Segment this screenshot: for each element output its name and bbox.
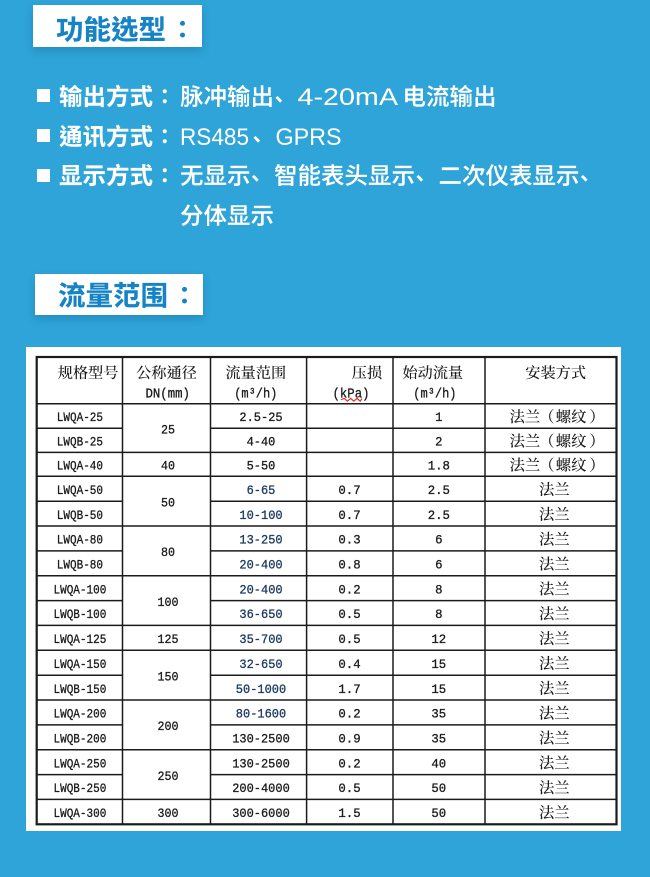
svg-text:8: 8 — [435, 607, 442, 622]
svg-text:5-50: 5-50 — [246, 459, 275, 474]
svg-text:0.7: 0.7 — [338, 508, 360, 523]
svg-text:35: 35 — [431, 732, 446, 747]
svg-text:100: 100 — [157, 595, 178, 610]
svg-text:125: 125 — [157, 632, 178, 647]
svg-text:80: 80 — [161, 545, 175, 560]
svg-text:130-2500: 130-2500 — [232, 756, 290, 771]
svg-text:0.4: 0.4 — [338, 657, 360, 672]
svg-text:0.2: 0.2 — [338, 756, 360, 771]
svg-text:0.2: 0.2 — [338, 582, 360, 597]
svg-text:LWQA-300: LWQA-300 — [53, 806, 106, 821]
svg-text:300-6000: 300-6000 — [232, 806, 290, 821]
svg-text:32-650: 32-650 — [239, 657, 282, 672]
svg-text:20-400: 20-400 — [239, 558, 282, 573]
svg-text:GPRS: GPRS — [275, 124, 341, 151]
svg-text:0.5: 0.5 — [338, 781, 360, 796]
svg-text:1: 1 — [435, 410, 443, 425]
svg-text:4-20mA: 4-20mA — [298, 84, 399, 111]
svg-text:50: 50 — [431, 806, 446, 821]
svg-text:LWQA-125: LWQA-125 — [53, 632, 106, 647]
svg-text:12: 12 — [431, 632, 446, 647]
svg-text:LWQB-25: LWQB-25 — [56, 435, 102, 450]
svg-text:LWQB-200: LWQB-200 — [53, 732, 106, 747]
svg-text:20-400: 20-400 — [239, 582, 282, 597]
svg-text:0.3: 0.3 — [338, 533, 360, 548]
svg-text:LWQA-250: LWQA-250 — [53, 756, 106, 771]
svg-text:DN(mm): DN(mm) — [145, 387, 189, 403]
svg-text:15: 15 — [431, 657, 446, 672]
svg-text:(m³/h): (m³/h) — [234, 387, 277, 403]
svg-text:40: 40 — [431, 756, 446, 771]
svg-text:RS485: RS485 — [180, 124, 249, 151]
svg-text:50: 50 — [431, 781, 446, 796]
svg-text:250: 250 — [157, 769, 178, 784]
svg-text:LWQB-100: LWQB-100 — [53, 607, 106, 622]
svg-text:40: 40 — [161, 459, 175, 474]
svg-text:35: 35 — [431, 707, 446, 722]
svg-text:0.5: 0.5 — [338, 607, 360, 622]
svg-text:8: 8 — [435, 582, 442, 597]
svg-text:LWQA-80: LWQA-80 — [56, 533, 102, 548]
svg-text:1.5: 1.5 — [338, 806, 360, 821]
svg-text:6: 6 — [435, 533, 442, 548]
svg-text:LWQA-40: LWQA-40 — [56, 459, 102, 474]
svg-text:4-40: 4-40 — [246, 435, 275, 450]
svg-text:10-100: 10-100 — [239, 508, 282, 523]
svg-text:(kPa): (kPa) — [332, 387, 369, 403]
svg-text:0.9: 0.9 — [338, 732, 360, 747]
svg-text:LWQB-150: LWQB-150 — [53, 682, 106, 697]
svg-text:150: 150 — [157, 669, 178, 684]
svg-text:6: 6 — [435, 558, 442, 573]
svg-text:LWQB-80: LWQB-80 — [56, 558, 102, 573]
svg-text:13-250: 13-250 — [239, 533, 282, 548]
svg-text:LWQA-25: LWQA-25 — [56, 410, 102, 425]
svg-text:200-4000: 200-4000 — [232, 781, 290, 796]
svg-text:0.8: 0.8 — [338, 558, 360, 573]
svg-text:300: 300 — [157, 806, 178, 821]
svg-text:15: 15 — [431, 682, 446, 697]
svg-text:1.8: 1.8 — [427, 459, 449, 474]
svg-text:0.5: 0.5 — [338, 632, 360, 647]
svg-text:LWQA-150: LWQA-150 — [53, 657, 106, 672]
svg-text:LWQA-100: LWQA-100 — [53, 582, 106, 597]
svg-text:2.5: 2.5 — [427, 483, 449, 498]
svg-text:LWQB-250: LWQB-250 — [53, 781, 106, 796]
svg-text:2: 2 — [435, 435, 442, 450]
svg-text:6-65: 6-65 — [246, 483, 275, 498]
svg-text:50: 50 — [161, 495, 175, 510]
svg-text:(m³/h): (m³/h) — [413, 387, 456, 403]
svg-text:200: 200 — [157, 719, 178, 734]
svg-text:35-700: 35-700 — [239, 632, 282, 647]
svg-text:25: 25 — [161, 422, 175, 437]
svg-text:50-1000: 50-1000 — [235, 682, 285, 697]
svg-text:130-2500: 130-2500 — [232, 732, 290, 747]
svg-text:LWQB-50: LWQB-50 — [56, 508, 102, 523]
svg-text:0.7: 0.7 — [338, 483, 360, 498]
svg-text:LWQA-50: LWQA-50 — [56, 483, 102, 498]
svg-text:80-1600: 80-1600 — [235, 707, 285, 722]
svg-text:2.5-25: 2.5-25 — [239, 410, 282, 425]
svg-text:36-650: 36-650 — [239, 607, 282, 622]
svg-text:LWQA-200: LWQA-200 — [53, 707, 106, 722]
svg-text:1.7: 1.7 — [338, 682, 360, 697]
svg-text:2.5: 2.5 — [427, 508, 449, 523]
svg-text:0.2: 0.2 — [338, 707, 360, 722]
